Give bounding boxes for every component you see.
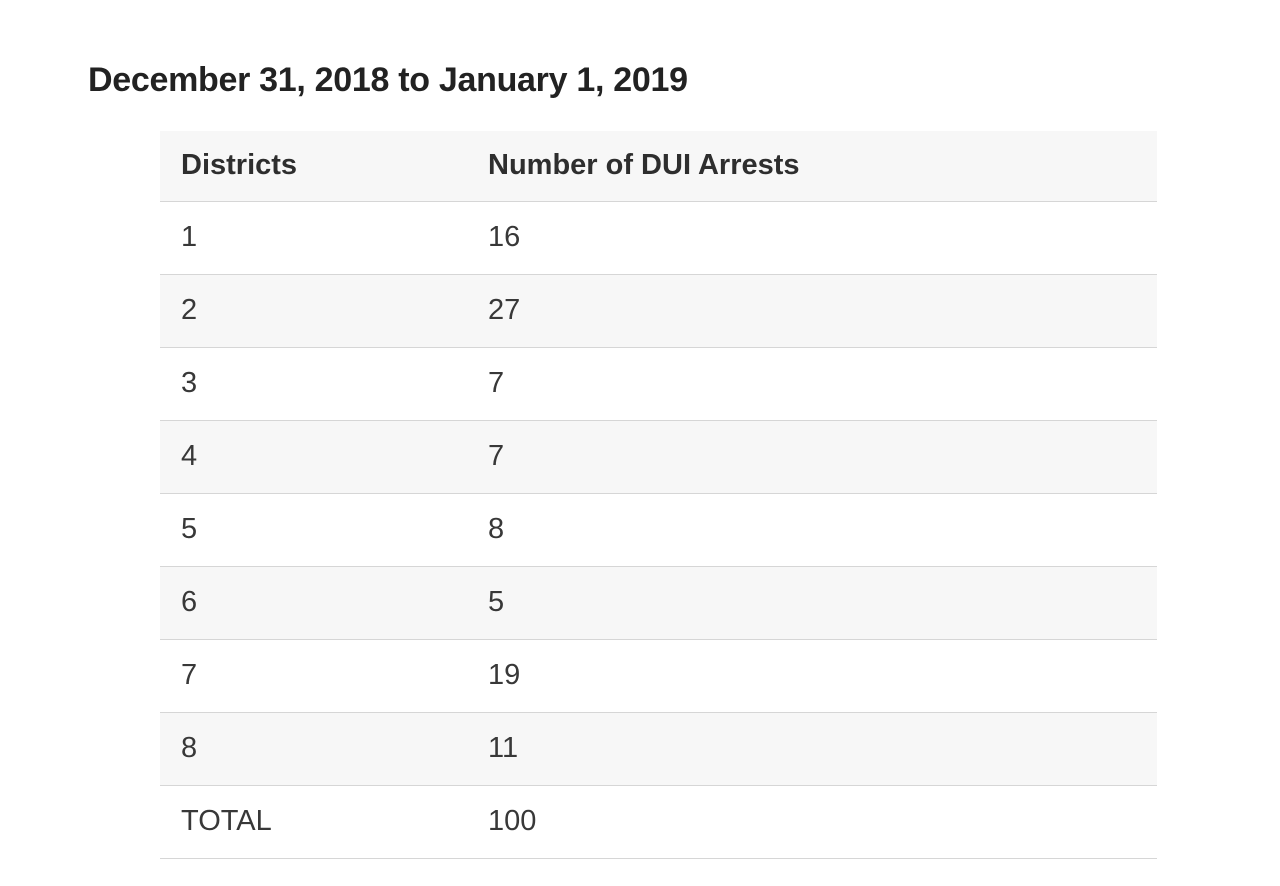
- table-row: 3 7: [160, 347, 1157, 421]
- total-label-cell: TOTAL: [160, 785, 467, 859]
- arrests-cell: 7: [467, 347, 1157, 421]
- table-row: 6 5: [160, 566, 1157, 640]
- district-cell: 7: [160, 639, 467, 713]
- table-header-row: Districts Number of DUI Arrests: [160, 131, 1157, 202]
- district-cell: 6: [160, 566, 467, 640]
- table-row: 8 11: [160, 712, 1157, 786]
- arrests-cell: 8: [467, 493, 1157, 567]
- district-cell: 4: [160, 420, 467, 494]
- total-value-cell: 100: [467, 785, 1157, 859]
- district-cell: 5: [160, 493, 467, 567]
- district-cell: 1: [160, 201, 467, 275]
- arrests-cell: 16: [467, 201, 1157, 275]
- dui-arrests-table: Districts Number of DUI Arrests 1 16 2 2…: [160, 131, 1157, 859]
- table-row: 5 8: [160, 493, 1157, 567]
- arrests-cell: 5: [467, 566, 1157, 640]
- table-row: 2 27: [160, 274, 1157, 348]
- district-cell: 2: [160, 274, 467, 348]
- arrests-cell: 11: [467, 712, 1157, 786]
- arrests-cell: 7: [467, 420, 1157, 494]
- column-header-arrests: Number of DUI Arrests: [467, 131, 1157, 202]
- arrests-cell: 27: [467, 274, 1157, 348]
- page-title: December 31, 2018 to January 1, 2019: [88, 60, 688, 99]
- table-row-total: TOTAL 100: [160, 785, 1157, 859]
- arrests-cell: 19: [467, 639, 1157, 713]
- table-row: 1 16: [160, 201, 1157, 275]
- column-header-districts: Districts: [160, 131, 467, 202]
- table-row: 7 19: [160, 639, 1157, 713]
- table-row: 4 7: [160, 420, 1157, 494]
- district-cell: 8: [160, 712, 467, 786]
- district-cell: 3: [160, 347, 467, 421]
